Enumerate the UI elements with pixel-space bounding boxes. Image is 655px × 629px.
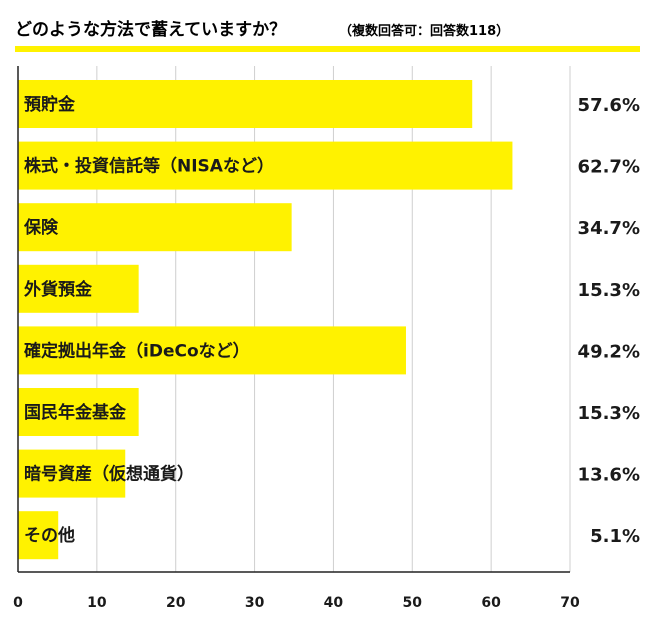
x-tick-label: 20 [166,595,186,611]
category-label: 保険 [23,217,59,238]
x-tick-label: 50 [403,595,423,611]
x-axis: 0 10 20 30 40 50 60 70 [13,66,580,611]
value-label: 5.1% [590,526,640,547]
bar [18,326,406,375]
chart-subtitle: （複数回答可：回答数118） [339,23,509,39]
bar [18,449,126,498]
category-label: 国民年金基金 [24,402,127,423]
category-label: 預貯金 [24,94,76,115]
category-label: その他 [24,525,75,546]
bar [18,203,292,252]
bars: 預貯金 57.6% 株式・投資信託等（NISAなど） 62.7% 保険 34.7% 外貨預金… [18,80,640,560]
bar [18,264,139,313]
x-tick-label: 70 [560,595,580,611]
value-label: 62.7% [578,157,640,178]
category-label: 暗号資産（仮想通貨） [24,464,194,485]
bar [18,388,139,436]
value-label: 13.6% [578,465,640,486]
value-label: 15.3% [578,280,640,301]
bar [18,511,59,560]
x-tick-label: 10 [87,595,107,611]
category-label: 確定拠出年金（iDeCoなど） [24,340,250,361]
value-label: 34.7% [578,218,640,239]
bar [18,141,513,190]
category-label: 外貨預金 [24,279,93,300]
title-underline [15,46,640,52]
value-label: 49.2% [578,341,640,362]
x-tick-label: 30 [245,595,265,611]
category-label: 株式・投資信託等（NISAなど） [24,156,274,177]
chart-title: どのような方法で蓄えていますか？ [15,19,286,40]
x-tick-label: 60 [481,595,501,611]
value-label: 57.6% [578,95,640,116]
value-label: 15.3% [578,403,640,424]
x-tick-label: 0 [13,595,23,611]
x-tick-label: 40 [324,595,344,611]
bar [18,80,473,128]
